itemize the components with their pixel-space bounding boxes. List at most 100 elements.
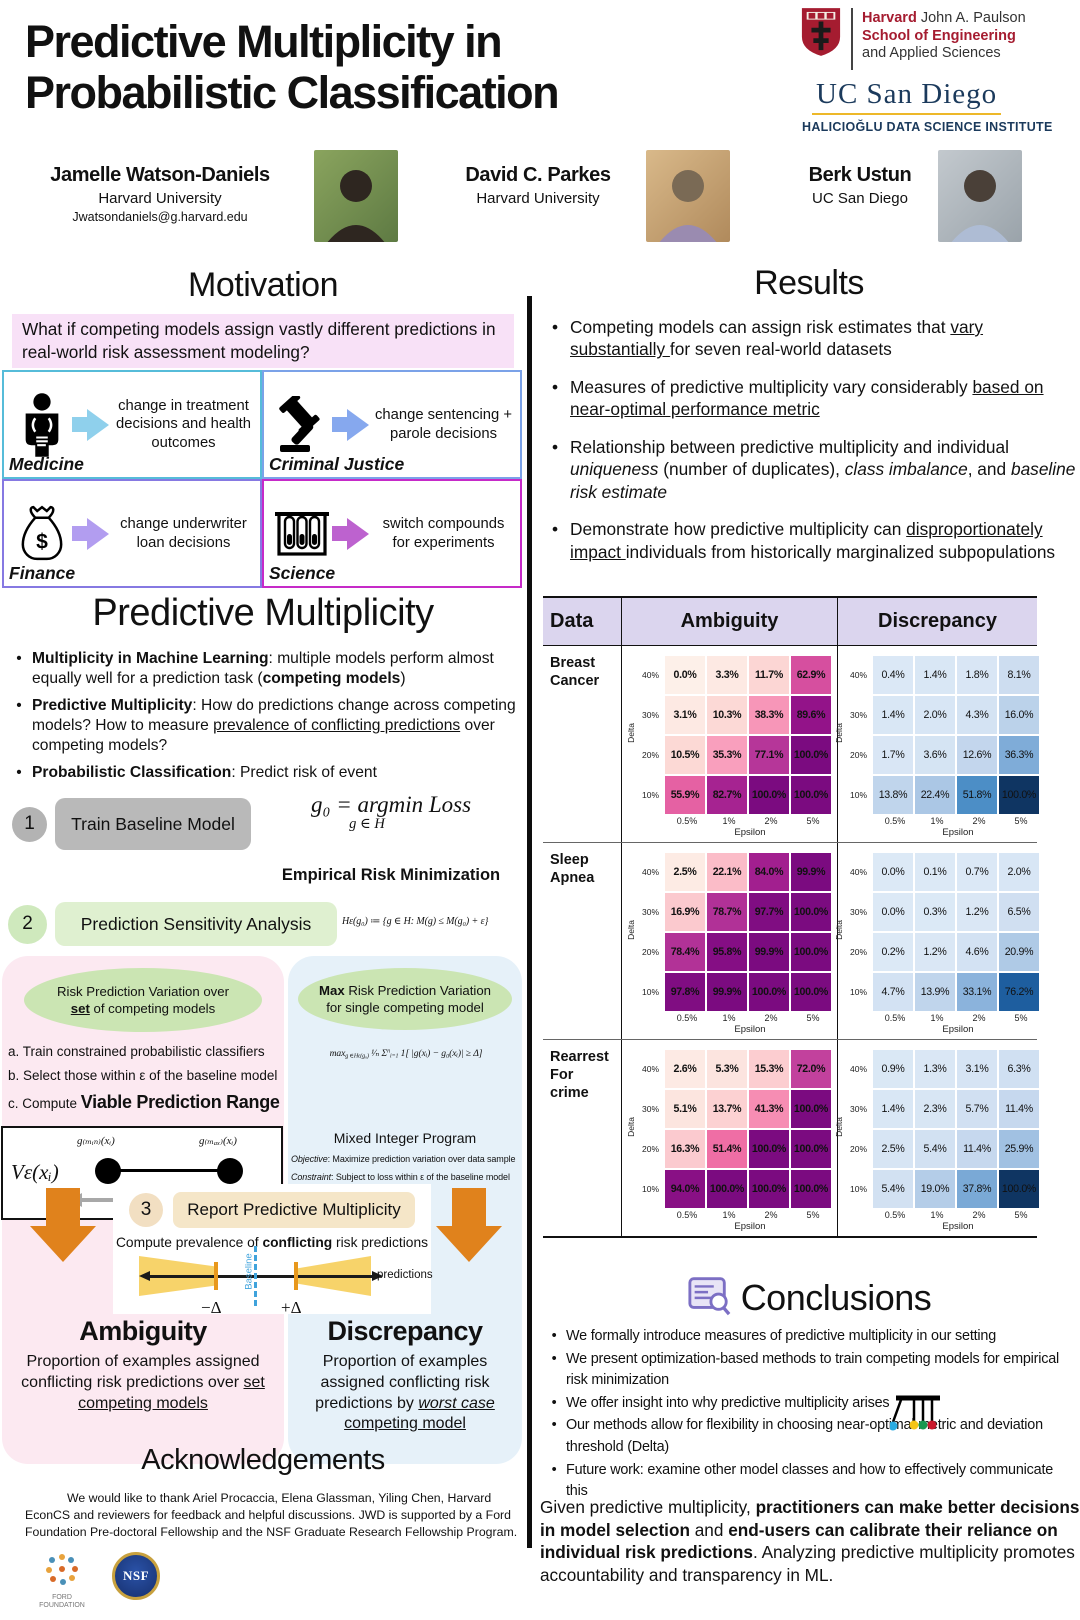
predictions-label: predictions (377, 1269, 433, 1281)
bullet-item: • Our methods allow for flexibility in ch… (551, 1417, 1044, 1456)
heatmap-cell: 5.3% (707, 1050, 747, 1088)
ambiguity-heatmap-cell: Delta 40% 2.5% 22.1% 84.0% 99.9% 30% 16.9% 78.7%… (622, 843, 838, 1039)
heatmap-cell: 100.0% (707, 1170, 747, 1208)
heatmap-cell: 77.1% (749, 736, 789, 774)
svg-text:$: $ (36, 530, 48, 553)
heatmap-row: 10% 55.9% 82.7% 100.0% 100.0% (639, 776, 833, 814)
heatmap-cell: 100.0% (791, 736, 831, 774)
heatmap-cell: 1.2% (915, 933, 955, 971)
table-body: Breast Cancer Delta 40% 0.0% 3.3% 11.7% 62.9% 30… (543, 646, 1039, 1236)
heatmap-row: 40% 0.4% 1.4% 1.8% 8.1% (847, 656, 1041, 694)
baseline-dashed-line (254, 1246, 257, 1306)
author-card-berk: Berk Ustun UC San Diego (790, 150, 1022, 242)
heatmap-row: 30% 1.4% 2.3% 5.7% 11.4% (847, 1090, 1041, 1128)
ellipse-line-2: set of competing models (70, 1001, 216, 1016)
mip-constraint: Constraint: Subject to loss within ε of … (291, 1172, 510, 1182)
left-column: Motivation What if competing models assi… (0, 252, 526, 1620)
heatmap-row: 40% 0.0% 0.1% 0.7% 2.0% (847, 853, 1041, 891)
predictive-multiplicity-heading: Predictive Multiplicity (92, 592, 434, 634)
ambiguity-description: Proportion of examples assigned conflict… (21, 1353, 265, 1412)
motivation-cell-text: switch compounds for experiments (382, 516, 505, 551)
heatmap-cell: 16.3% (665, 1130, 705, 1168)
epsilon-tick-label: 0.5% (676, 1210, 698, 1220)
ambiguity-heatmap: Delta 40% 0.0% 3.3% 11.7% 62.9% 30% 3.1% 10.3% 38… (626, 656, 833, 838)
delta-tick-label: 40% (849, 670, 867, 680)
table-row: Breast Cancer Delta 40% 0.0% 3.3% 11.7% 62.9% 30… (543, 646, 1039, 843)
ellipse-line-1: Max Risk Prediction Variation (319, 982, 491, 998)
delta-axis-label: Delta (625, 1117, 636, 1137)
epsilon-tick-label: 5% (1014, 1210, 1028, 1220)
delta-tick-label: 10% (849, 1184, 867, 1194)
motivation-cell-science: switch compounds for experiments Science (262, 479, 522, 588)
epsilon-tick-labels: 0.5% 1% 2% 5% (667, 1210, 833, 1220)
heatmap-cell: 2.3% (915, 1090, 955, 1128)
heatmap-cell: 94.0% (665, 1170, 705, 1208)
epsilon-tick-label: 2% (764, 1013, 778, 1023)
step-3-caption: Compute prevalence of conflicting risk p… (115, 1235, 429, 1250)
author-card-jamelle: Jamelle Watson-Daniels Harvard Universit… (14, 150, 398, 242)
mip-title: Mixed Integer Program (333, 1130, 477, 1146)
results-bullets: • Competing models can assign risk estima… (540, 316, 1080, 578)
bullet-item: • Relationship between predictive multipl… (551, 436, 1076, 502)
newtons-cradle-icon (888, 1394, 944, 1439)
epsilon-tick-label: 0.5% (884, 816, 906, 826)
heatmap-cell: 0.0% (873, 893, 913, 931)
epsilon-tick-labels: 0.5% 1% 2% 5% (667, 1013, 833, 1023)
procedure-item-b: b. Select those within ε of the baseline… (8, 1068, 278, 1083)
erm-caption: Empirical Risk Minimization (281, 866, 501, 884)
heatmap-cell: 100.0% (791, 1170, 831, 1208)
motivation-question: What if competing models assign vastly d… (12, 314, 514, 368)
delta-tick-label: 10% (641, 987, 659, 997)
heatmap-cell: 51.4% (707, 1130, 747, 1168)
epsilon-tick-label: 0.5% (676, 1013, 698, 1023)
heatmap-row: 10% 97.8% 99.9% 100.0% 100.0% (639, 973, 833, 1011)
heatmap-row: 20% 2.5% 5.4% 11.4% 25.9% (847, 1130, 1041, 1168)
heatmap-row: 40% 0.0% 3.3% 11.7% 62.9% (639, 656, 833, 694)
epsilon-tick-label: 1% (930, 1210, 944, 1220)
epsilon-tick-label: 2% (764, 1210, 778, 1220)
epsilon-axis-label: Epsilon (942, 827, 974, 838)
delta-tick-label: 40% (641, 1064, 659, 1074)
heatmap-cell: 11.4% (957, 1130, 997, 1168)
delta-tick-label: 10% (849, 790, 867, 800)
heatmap-cell: 13.9% (915, 973, 955, 1011)
bullet-item: • We present optimization-based methods t… (551, 1350, 1060, 1389)
heatmap-cell: 41.3% (749, 1090, 789, 1128)
heatmap-cell: 5.4% (873, 1170, 913, 1208)
dataset-name-line: For (550, 1067, 574, 1084)
author-photo-david (646, 150, 730, 242)
delta-axis-label: Delta (833, 723, 844, 743)
down-arrow-right-icon (436, 1188, 502, 1262)
dataset-name: Sleep Apnea (543, 843, 622, 1039)
heatmap-cell: 100.0% (749, 1130, 789, 1168)
heatmap-row: 30% 3.1% 10.3% 38.3% 89.6% (639, 696, 833, 734)
heatmap-cell: 100.0% (791, 1130, 831, 1168)
epsilon-tick-label: 2% (972, 1210, 986, 1220)
heatmap-row: 10% 13.8% 22.4% 51.8% 100.0% (847, 776, 1041, 814)
epsilon-tick-label: 5% (806, 1013, 820, 1023)
heatmap-cell: 5.4% (915, 1130, 955, 1168)
motivation-cell-finance: $ change underwriter loan decisions Financ… (2, 479, 262, 588)
bullet-item: • Probabilistic Classification: Predict r… (16, 763, 377, 781)
heatmap-cell: 2.5% (665, 853, 705, 891)
heatmap-cell: 11.4% (999, 1090, 1039, 1128)
dataset-name-line: Rearrest (550, 1049, 609, 1065)
heatmap-row: 20% 0.2% 1.2% 4.6% 20.9% (847, 933, 1041, 971)
motivation-cell-label: Criminal Justice (269, 454, 405, 474)
logo-divider (851, 8, 853, 70)
dataset-name: Breast Cancer (543, 646, 622, 842)
heatmap-row: 40% 0.9% 1.3% 3.1% 6.3% (847, 1050, 1041, 1088)
heatmap-cell: 100.0% (749, 1170, 789, 1208)
motivation-cell-text: change underwriter loan decisions (120, 516, 247, 551)
heatmap-cell: 97.7% (749, 893, 789, 931)
heatmap-cell: 4.3% (957, 696, 997, 734)
author-photo-jamelle (314, 150, 398, 242)
heatmap-row: 40% 2.5% 22.1% 84.0% 99.9% (639, 853, 833, 891)
heatmap-cell: 8.1% (999, 656, 1039, 694)
delta-tick-label: 10% (641, 790, 659, 800)
delta-tick-label: 10% (641, 1184, 659, 1194)
delta-tick-label: 30% (641, 907, 659, 917)
heatmap-cell: 51.8% (957, 776, 997, 814)
heatmap-cell: 1.4% (873, 696, 913, 734)
multiplicity-table: Data Ambiguity Discrepancy Breast Cancer D… (543, 596, 1039, 1238)
